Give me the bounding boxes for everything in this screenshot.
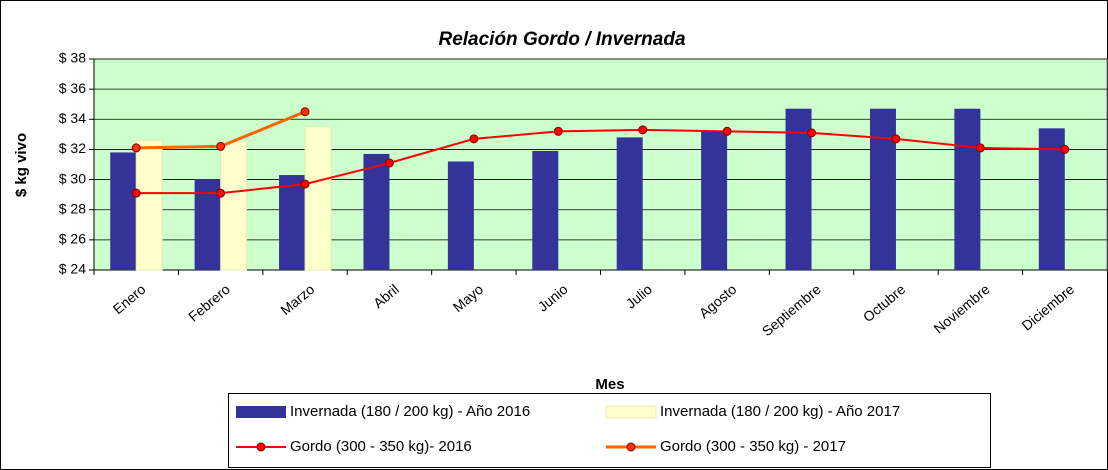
legend-swatch [236,406,286,418]
marker [975,143,985,153]
marker [216,188,226,198]
legend-label: Gordo (300 - 350 kg) - 2017 [660,438,846,455]
bar [220,141,248,271]
y-tick-label: $ 26 [59,231,86,247]
marker [216,141,226,151]
bar [954,108,981,270]
marker [722,126,732,136]
marker [553,126,563,136]
y-axis-title: $ kg vivo [13,133,30,197]
bar [194,179,221,270]
bar [279,175,306,270]
y-tick-label: $ 32 [59,140,86,156]
bar [532,150,559,270]
y-tick-label: $ 24 [59,261,86,277]
legend-label: Invernada (180 / 200 kg) - Año 2017 [660,403,900,420]
y-tick-label: $ 30 [59,170,86,186]
bar [869,108,896,270]
marker [384,158,394,168]
legend-marker [626,442,636,452]
x-axis-title: Mes [595,376,624,393]
line [136,128,1065,195]
bar [1038,128,1065,270]
marker [891,134,901,144]
bar [304,126,332,271]
marker [131,143,141,153]
legend-swatch [605,405,657,419]
marker [1060,144,1070,154]
bar [110,152,137,270]
bar [701,131,728,270]
y-tick-label: $ 28 [59,200,86,216]
y-tick-label: $ 34 [59,110,86,126]
bar [363,153,390,270]
legend-label: Invernada (180 / 200 kg) - Año 2016 [290,403,530,420]
y-tick-label: $ 36 [59,80,86,96]
marker [469,134,479,144]
bar [616,137,643,270]
marker [300,107,310,117]
marker [638,125,648,135]
plot-area [93,58,1108,271]
bar [135,139,163,271]
bar [447,161,474,270]
y-tick-label: $ 38 [59,50,86,66]
marker [300,179,310,189]
bar [785,108,812,270]
legend-label: Gordo (300 - 350 kg)- 2016 [290,438,472,455]
marker [807,128,817,138]
chart-title: Relación Gordo / Invernada [438,29,685,50]
legend-marker [256,442,266,452]
marker [131,188,141,198]
